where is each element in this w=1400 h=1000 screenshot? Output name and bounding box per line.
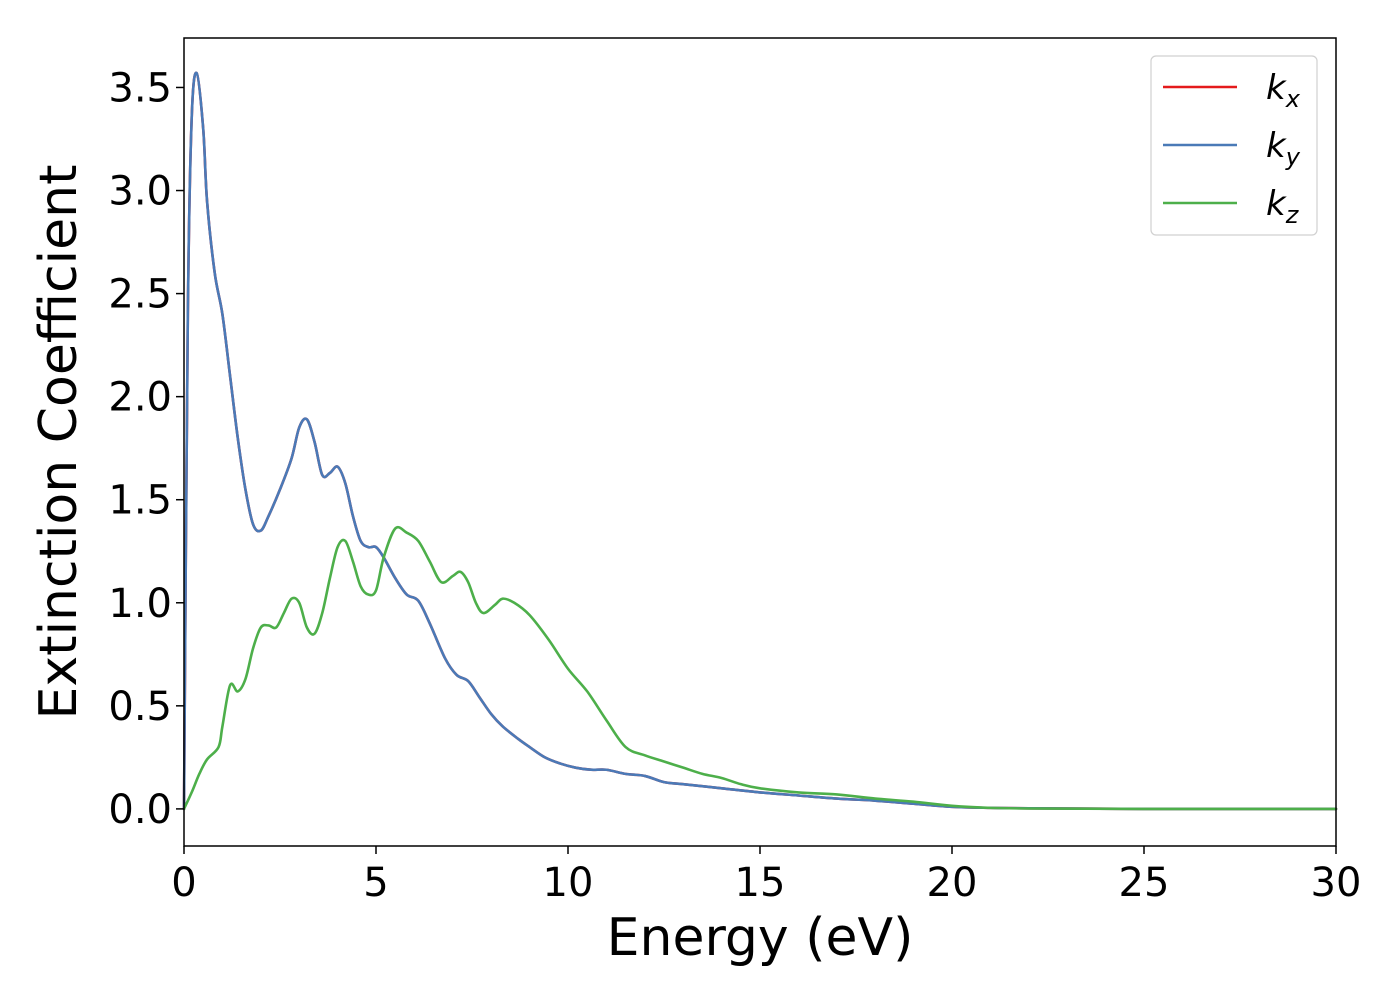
legend-label-z: kz: [1266, 184, 1300, 229]
x-tick-label-30: 30: [1311, 860, 1362, 906]
series-layer: [182, 71, 1338, 811]
x-axis: 0 5 10 15 20 25 30: [171, 846, 1361, 906]
legend-label-y: ky: [1266, 126, 1301, 171]
y-tick-label-0-5: 0.5: [108, 684, 172, 730]
y-axis-label: Extinction Coefficient: [29, 165, 89, 720]
legend-label-x-subscript: x: [1285, 85, 1301, 113]
y-tick-label-1-5: 1.5: [108, 478, 172, 524]
legend-label-z-base: k: [1266, 184, 1287, 224]
x-tick-label-20: 20: [927, 860, 978, 906]
y-tick-label-3: 3.0: [108, 169, 172, 215]
x-axis-label: Energy (eV): [607, 908, 914, 968]
x-tick-label-10: 10: [543, 860, 594, 906]
legend-label-y-subscript: y: [1285, 143, 1301, 171]
y-tick-label-2: 2.0: [108, 375, 172, 421]
y-tick-label-3-5: 3.5: [108, 65, 172, 111]
legend-label-y-base: k: [1266, 126, 1287, 166]
x-tick-label-25: 25: [1119, 860, 1170, 906]
legend-label-z-subscript: z: [1285, 201, 1300, 229]
x-tick-label-5: 5: [363, 860, 388, 906]
y-tick-label-0: 0.0: [108, 787, 172, 833]
x-tick-label-15: 15: [735, 860, 786, 906]
y-axis: 0.0 0.5 1.0 1.5 2.0 2.5 3.0 3.5: [108, 65, 184, 833]
y-tick-label-2-5: 2.5: [108, 272, 172, 318]
series-line-k-z: [182, 525, 1338, 811]
series-line-k-y: [182, 71, 1338, 811]
y-tick-label-1: 1.0: [108, 581, 172, 627]
legend-label-x: kx: [1266, 68, 1301, 113]
legend-label-x-base: k: [1266, 68, 1287, 108]
x-tick-label-0: 0: [171, 860, 196, 906]
